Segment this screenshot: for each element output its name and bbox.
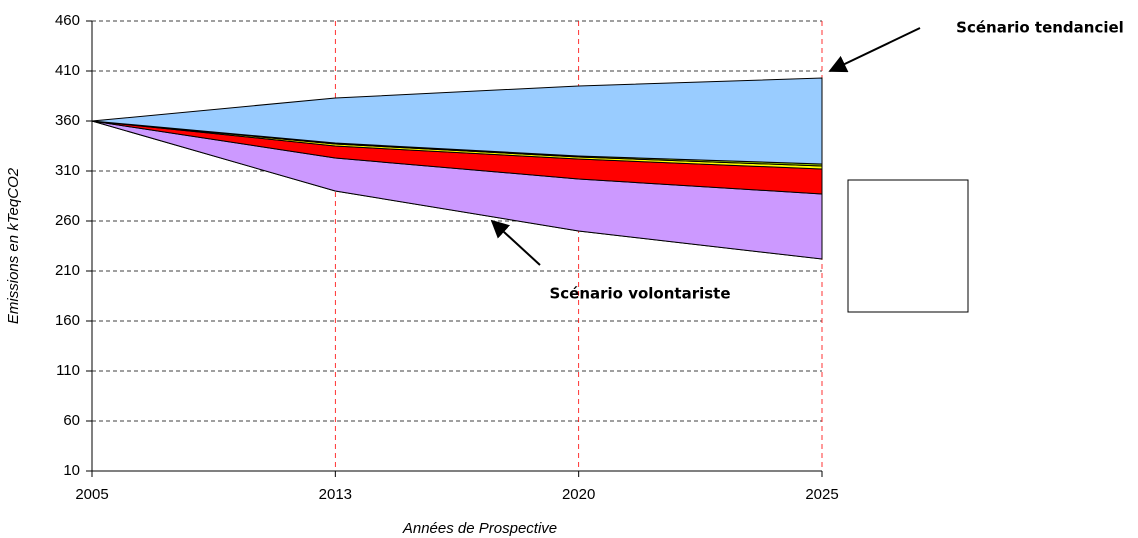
y-tick-label: 410: [55, 62, 80, 79]
x-tick-label: 2005: [75, 486, 108, 503]
y-tick-label: 10: [63, 462, 80, 479]
y-tick-label: 110: [56, 362, 80, 379]
arrow: [828, 27, 921, 73]
y-tick-label: 460: [55, 12, 80, 29]
y-tick-label: 160: [55, 312, 80, 329]
area: [91, 77, 823, 165]
y-tick-label: 260: [55, 212, 80, 229]
annotation: Scénario tendanciel: [956, 19, 1124, 37]
arrow: [490, 219, 541, 266]
y-tick-label: 360: [55, 112, 80, 129]
x-tick-label: 2020: [562, 486, 595, 503]
x-tick-label: 2025: [805, 486, 838, 503]
x-tick-label: 2013: [319, 486, 352, 503]
y-axis-label: Emissions en kTeqCO2: [5, 167, 22, 324]
annotation: Scénario volontariste: [549, 285, 730, 303]
y-tick-label: 60: [63, 412, 80, 429]
legend: [847, 179, 969, 313]
x-axis-label: Années de Prospective: [402, 520, 557, 537]
y-tick-label: 310: [55, 162, 80, 179]
y-tick-label: 210: [55, 262, 80, 279]
